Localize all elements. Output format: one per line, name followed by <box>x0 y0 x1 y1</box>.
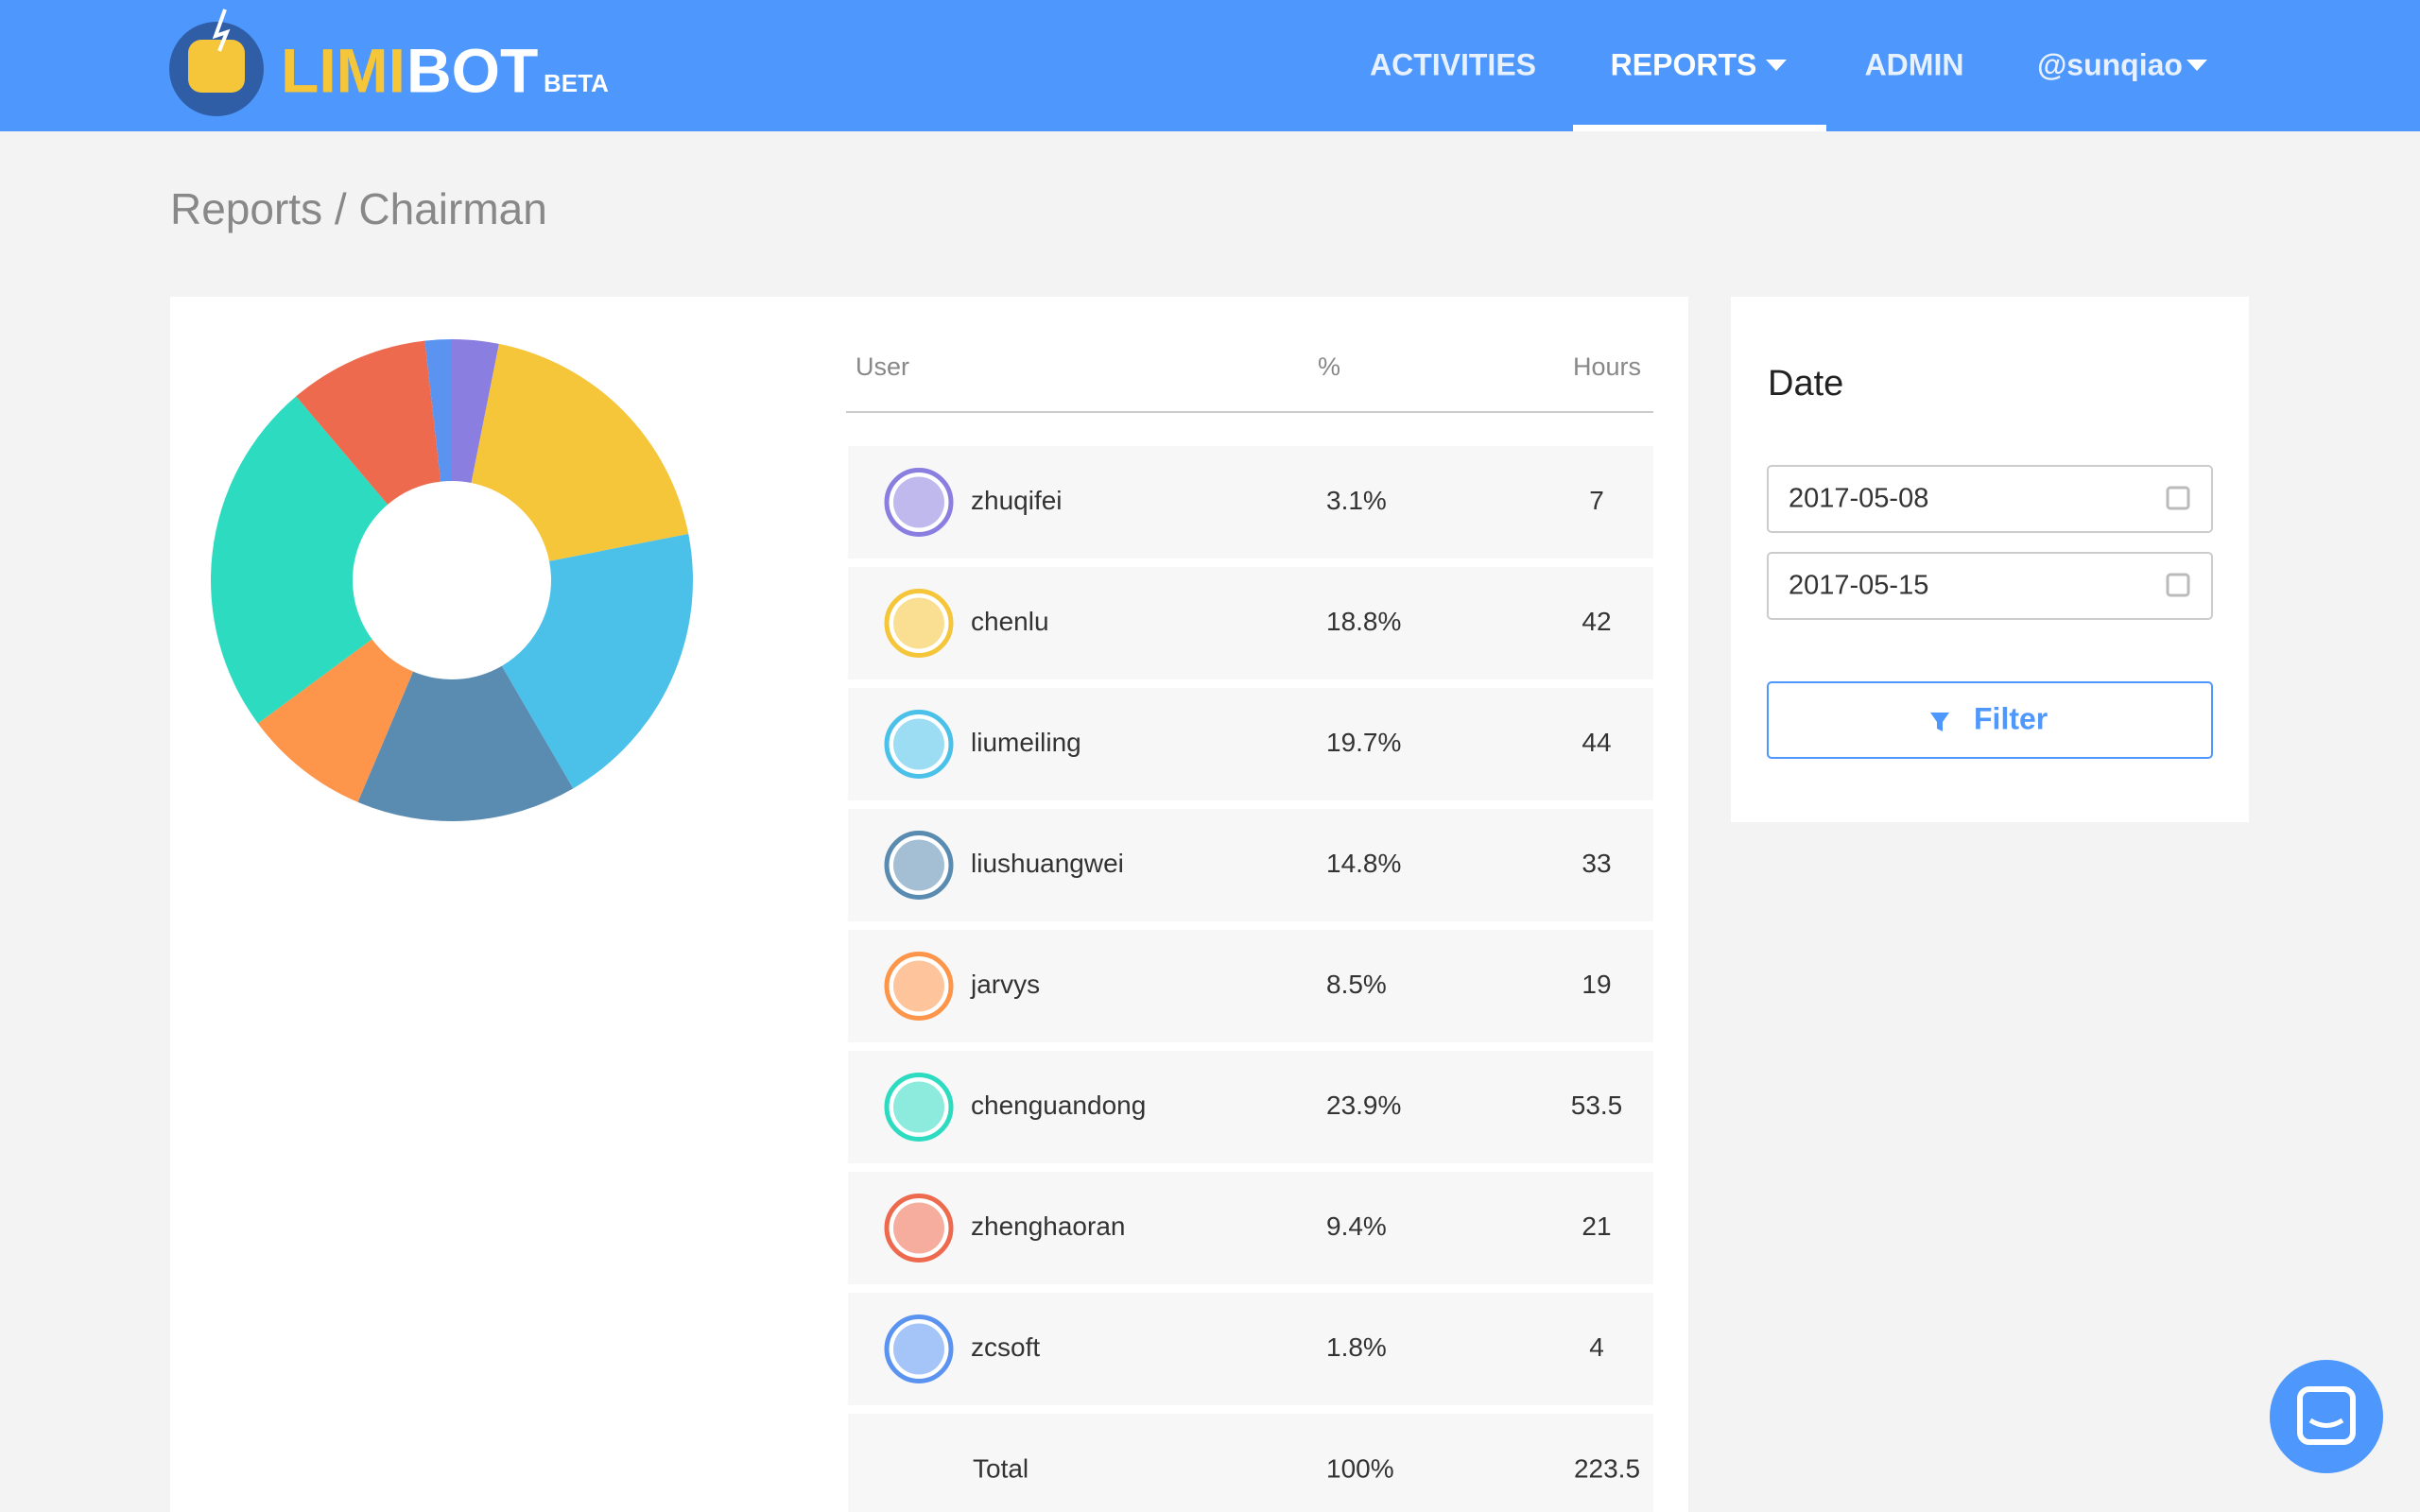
table-row <box>848 930 1653 1042</box>
total-hours: 223.5 <box>1574 1453 1640 1483</box>
percent: 3.1% <box>1326 486 1387 515</box>
total-row <box>848 1414 1653 1512</box>
input-box <box>1767 465 2213 533</box>
user-name: liumeiling <box>971 728 1081 757</box>
total-label: Total <box>973 1453 1028 1483</box>
user-name: zhuqifei <box>971 486 1063 515</box>
avatar-image <box>893 1081 944 1133</box>
user-name: liushuangwei <box>971 849 1124 878</box>
table-row <box>848 688 1653 800</box>
donut-slice <box>452 339 499 484</box>
report-table: User % Hours zhuqifei 3.1% 7 chenlu 18.8% 42 l… <box>846 352 1653 1512</box>
donut-chart <box>210 339 693 822</box>
hours: 19 <box>1582 970 1611 999</box>
donut-slice <box>296 340 441 505</box>
table-row <box>848 567 1653 679</box>
nav-item[interactable]: ADMIN <box>1865 47 1964 81</box>
breadcrumb: Reports / Chairman <box>170 184 547 233</box>
column-header: % <box>1318 352 1340 381</box>
table-row <box>848 1172 1653 1284</box>
percent: 18.8% <box>1326 607 1401 636</box>
avatar-image <box>893 718 944 770</box>
user-name: zhenghaoran <box>971 1211 1125 1241</box>
avatar-image <box>893 476 944 528</box>
percent: 14.8% <box>1326 849 1401 878</box>
percent: 23.9% <box>1326 1091 1401 1120</box>
table-row <box>848 1051 1653 1163</box>
user-name: chenlu <box>971 607 1049 636</box>
percent: 1.8% <box>1326 1332 1387 1362</box>
filter-title: Date <box>1768 364 1843 404</box>
column-header: User <box>856 352 909 381</box>
filter-icon <box>1930 713 1949 731</box>
avatar-image <box>893 1202 944 1254</box>
start-date-input[interactable]: 2017-05-08 <box>1767 465 2213 533</box>
start-date: 2017-05-08 <box>1789 484 1928 514</box>
beta-badge: BETA <box>544 69 609 97</box>
calendar-icon <box>2166 486 2190 510</box>
donut-slice <box>471 343 689 561</box>
logo-right: BOT <box>406 35 538 105</box>
input-box <box>1767 552 2213 620</box>
total-percent: 100% <box>1326 1453 1394 1483</box>
percent: 19.7% <box>1326 728 1401 757</box>
chat-icon <box>2297 1386 2356 1445</box>
dropdown-caret <box>1766 60 1787 71</box>
user-name: zcsoft <box>971 1332 1040 1362</box>
percent: 8.5% <box>1326 970 1387 999</box>
filter-button[interactable]: Filter <box>1767 681 2213 759</box>
nav-item[interactable]: REPORTS <box>1611 47 1757 81</box>
table-row <box>848 1293 1653 1405</box>
donut-slice <box>501 534 693 789</box>
avatar-image <box>893 839 944 891</box>
hours: 53.5 <box>1571 1091 1623 1120</box>
hours: 4 <box>1589 1332 1604 1362</box>
avatar-image <box>893 1323 944 1375</box>
column-header: Hours <box>1573 352 1641 381</box>
chat-button[interactable] <box>2270 1360 2383 1473</box>
avatar-image <box>893 960 944 1012</box>
nav-item[interactable]: @sunqiao <box>2037 47 2183 81</box>
hours: 33 <box>1582 849 1611 878</box>
button-label: Filter <box>1974 701 2048 735</box>
user-name: chenguandong <box>971 1091 1146 1120</box>
chat-circle <box>2270 1360 2383 1473</box>
user-name: jarvys <box>970 970 1040 999</box>
percent: 9.4% <box>1326 1211 1387 1241</box>
top-bar <box>0 0 2420 131</box>
hours: 21 <box>1582 1211 1611 1241</box>
hours: 42 <box>1582 607 1611 636</box>
dropdown-caret <box>2187 60 2207 71</box>
button-box <box>1767 681 2213 759</box>
nav: ACTIVITIES REPORTS ADMIN @sunqiao <box>1370 47 2207 131</box>
chat-smile <box>2308 1418 2344 1428</box>
donut-slice <box>424 339 452 482</box>
end-date-input[interactable]: 2017-05-15 <box>1767 552 2213 620</box>
hours: 44 <box>1582 728 1611 757</box>
nav-item[interactable]: ACTIVITIES <box>1370 47 1536 81</box>
donut-slice <box>257 639 414 802</box>
calendar-icon <box>2166 573 2190 597</box>
avatar-image <box>893 597 944 649</box>
table-row <box>848 446 1653 558</box>
logo-left: LIMI <box>281 35 406 105</box>
donut-slice <box>210 396 389 724</box>
table-row <box>848 809 1653 921</box>
hours: 7 <box>1589 486 1604 515</box>
logo[interactable]: LIMI BOT BETA <box>169 9 609 116</box>
logo-bolt <box>212 9 231 52</box>
end-date: 2017-05-15 <box>1789 571 1928 601</box>
logo-face <box>188 40 245 93</box>
donut-slice <box>357 665 574 822</box>
active-underline <box>1573 125 1826 131</box>
